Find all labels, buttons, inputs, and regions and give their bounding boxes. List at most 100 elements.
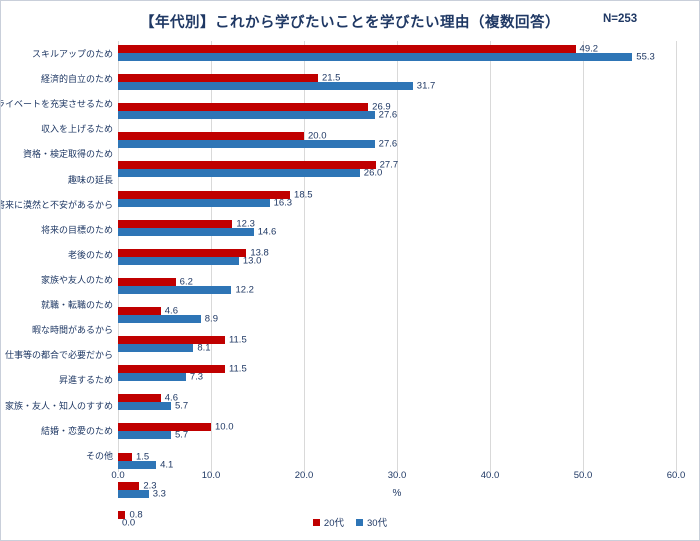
value-label: 6.2 [179,276,193,288]
bar-line: 55.3 [118,52,676,61]
bar-line: 2.3 [118,481,676,490]
bar-segment-30代 [118,111,375,120]
bar-line: 4.1 [118,460,676,469]
bar-row: 4.6 8.9 [118,306,676,332]
value-label: 26.9 [372,101,391,113]
category-label: 家族・友人・知人のすすめ [4,400,113,411]
value-label: 4.6 [164,392,178,404]
gridline [490,41,491,468]
bar-line: 27.6 [118,109,676,121]
category-label: 暇な時間があるから [31,325,113,336]
bar-row: 12.3 14.6 [118,217,676,245]
value-label: 31.7 [416,80,436,92]
x-tick-label: 30.0 [387,470,407,481]
gridline [583,41,584,468]
value-label: 14.6 [257,225,277,237]
value-label: 10.0 [214,421,234,433]
bar-line: 5.7 [118,402,676,411]
bar-row: 18.5 16.3 [118,190,676,216]
bar-row: 0.8 0.0 [118,510,676,536]
category-axis: スキルアップのため経済的自立のためプライベートを充実させるため収入を上げるため資… [1,41,118,468]
value-label: 11.5 [228,363,247,375]
bar-line: 26.0 [118,169,676,178]
category-label: 資格・検定取得のため [22,149,113,160]
x-tick-label: 20.0 [294,470,314,481]
bar-line: 16.3 [118,196,676,208]
bar-line: 12.3 [118,217,676,229]
bar-row: 11.5 7.3 [118,363,676,390]
bar-line: 6.2 [118,276,676,288]
bar-line: 8.1 [118,343,676,353]
bar-segment-20代 [118,336,225,345]
category-label: プライベートを充実させるため [1,99,113,110]
bar-row: 10.0 5.7 [118,423,676,448]
bar-line: 13.8 [118,247,676,259]
bar-segment-20代 [118,132,304,141]
bar-rows: 49.2 55.3 21.5 31.7 26.9 27.6 20.0 27.6 27.7 26.0… [118,41,676,527]
value-label: 13.8 [250,247,269,259]
bar-segment-30代 [118,53,633,61]
legend-swatch-icon [312,518,320,526]
category-label: 経済的自立のため [40,74,113,85]
gridline [397,41,398,468]
category-label: 結婚・恋愛のため [40,425,113,436]
axis-tick [676,468,677,472]
bar-line: 18.5 [118,190,676,199]
bar-segment-20代 [118,365,225,374]
bar-segment-20代 [118,277,176,286]
bar-segment-20代 [118,248,247,257]
value-label: 7.3 [189,371,204,383]
category-label: 家族や友人のため [40,275,113,286]
value-label: 27.6 [378,109,398,121]
bar-segment-30代 [118,460,157,469]
gridline [304,41,305,468]
bar-line: 11.5 [118,363,676,375]
value-label: 27.7 [379,159,399,171]
x-tick-label: 10.0 [201,470,221,481]
value-label: 3.3 [152,487,166,499]
value-label: 5.7 [175,429,189,441]
bar-line: 4.6 [118,392,676,404]
value-label: 1.5 [135,450,150,462]
bar-segment-30代 [118,285,232,294]
bar-segment-20代 [118,161,376,170]
category-label: 趣味の延長 [67,174,113,185]
bar-row: 27.7 26.0 [118,161,676,186]
value-label: 0.0 [122,517,136,528]
value-label: 49.2 [579,43,599,55]
legend: 20代 30代 [1,515,699,529]
bar-segment-30代 [118,256,239,265]
bar-row: 4.6 5.7 [118,394,676,419]
bar-segment-30代 [118,489,149,498]
x-tick-label: 60.0 [666,470,686,481]
value-label: 16.3 [273,196,293,208]
bar-segment-20代 [118,74,318,83]
bar-segment-30代 [118,198,270,207]
x-tick-label: 50.0 [573,470,593,481]
x-tick-label: 40.0 [480,470,500,481]
value-label: 12.3 [236,217,255,229]
value-label: 8.9 [204,313,218,325]
bar-line: 0.8 [118,510,676,519]
value-label: 11.5 [228,334,247,346]
category-label: 老後のため [67,249,113,260]
bar-segment-30代 [118,169,360,178]
bar-line: 27.7 [118,159,676,171]
x-axis-title: % [392,488,402,499]
bar-segment-30代 [118,82,413,91]
bar-row: 26.9 27.6 [118,101,676,128]
legend-label: 30代 [367,518,388,529]
bar-row: 2.3 3.3 [118,481,676,507]
category-label: その他 [85,450,113,461]
bar-line: 12.2 [118,285,676,294]
bar-segment-30代 [118,431,171,440]
plot-area: 49.2 55.3 21.5 31.7 26.9 27.6 20.0 27.6 27.7 26.0… [118,41,677,527]
bar-line: 3.3 [118,487,676,499]
bar-line: 1.5 [118,450,676,462]
bar-segment-30代 [118,344,194,353]
bar-row: 13.8 13.0 [118,247,676,274]
category-label: 仕事等の都合で必要だから [4,350,113,361]
bar-segment-20代 [118,190,291,199]
bar-segment-30代 [118,314,201,323]
